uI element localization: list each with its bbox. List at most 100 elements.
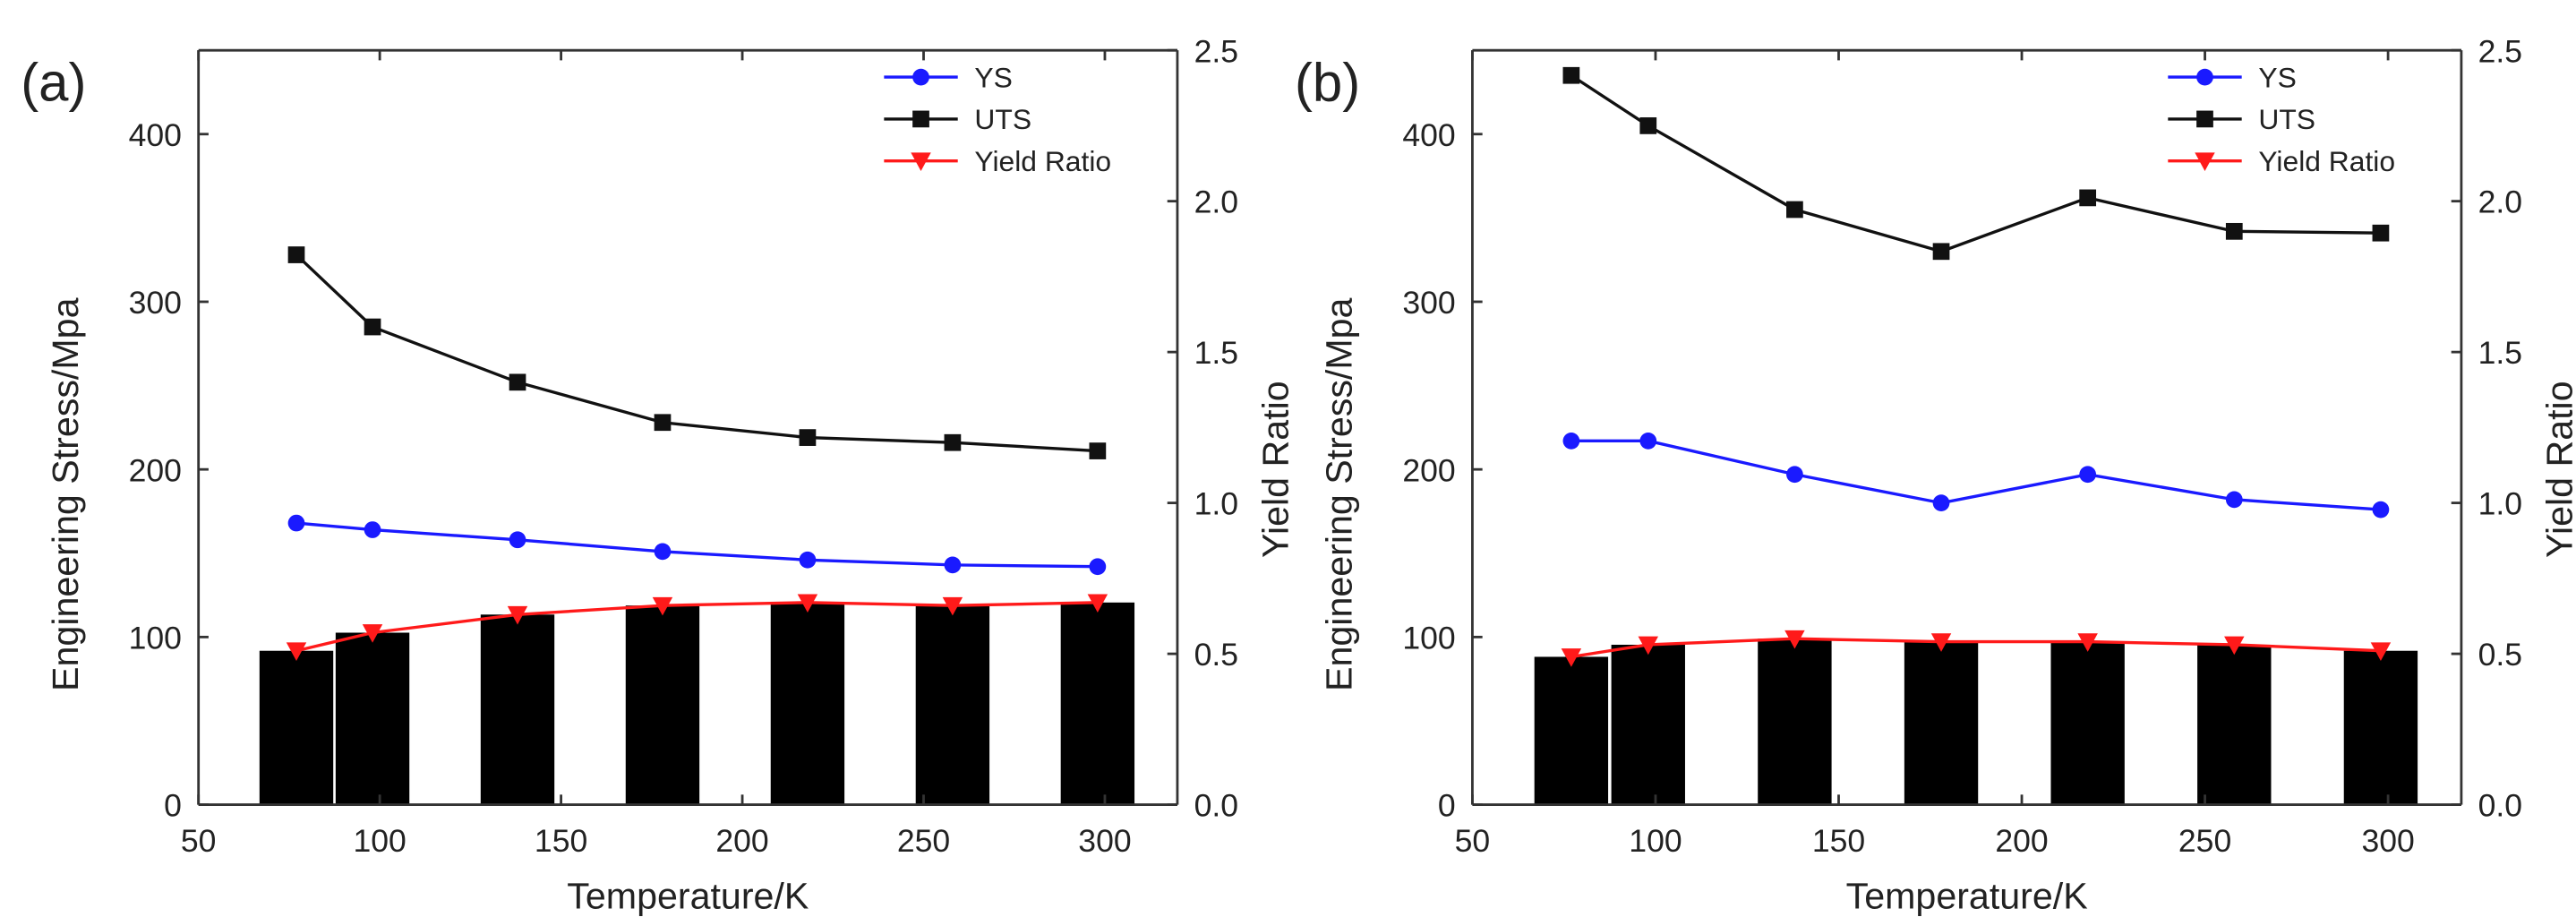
y2-tick-label: 2.0 [2478, 184, 2522, 220]
data-point-ys [1089, 558, 1107, 576]
legend-entry: UTS [2168, 103, 2315, 135]
y2-axis-title: Yield Ratio [1255, 381, 1297, 558]
legend-entry: Yield Ratio [2168, 145, 2395, 177]
data-point-yield-ratio [942, 596, 963, 616]
series-line-uts [295, 253, 1098, 453]
y-tick-label: 300 [1402, 285, 1455, 321]
data-point-uts [509, 373, 526, 391]
y-tick-label: 100 [1402, 620, 1455, 656]
y-tick-label: 400 [129, 117, 182, 153]
data-point-uts [287, 246, 305, 263]
x-tick-label: 50 [181, 823, 217, 859]
series-line-ys [295, 521, 1098, 569]
y-tick-label: 100 [129, 620, 182, 656]
legend-marker [911, 152, 931, 171]
y2-tick-label: 1.5 [2478, 335, 2522, 371]
data-point-uts [654, 414, 672, 432]
legend-marker [912, 110, 929, 128]
chart-panel-a: 50 100 150 200 250 300 0 100 200 300 400 0.0 0.5 1.0 1… [21, 33, 1296, 916]
data-point-yield-ratio [2077, 633, 2098, 652]
data-point-ys [2079, 466, 2097, 484]
legend-marker [912, 68, 929, 86]
y-tick-label: 200 [129, 452, 182, 488]
yield-ratio-bar [480, 614, 555, 805]
x-tick-label: 300 [2361, 823, 2414, 859]
y-tick-label: 400 [1402, 117, 1455, 153]
legend-label: Yield Ratio [974, 145, 1111, 177]
y2-tick-label: 2.0 [1194, 184, 1238, 220]
yield-ratio-bar [1611, 644, 1685, 805]
data-point-yield-ratio [1638, 636, 1659, 656]
data-point-uts [1639, 117, 1657, 134]
data-point-ys [287, 514, 305, 532]
legend-marker [2196, 110, 2213, 128]
y-axis-title: Engineering Stress/Mpa [1319, 297, 1360, 691]
x-axis-title: Temperature/K [567, 876, 809, 917]
y2-axis-title: Yield Ratio [2538, 381, 2576, 558]
y2-tick-label: 0.5 [2478, 637, 2522, 673]
legend-marker [2195, 152, 2215, 171]
data-point-yield-ratio [797, 594, 818, 613]
panel-label: (a) [21, 52, 86, 112]
series-line-ys [1570, 439, 2382, 511]
legend-entry: UTS [884, 103, 1031, 135]
data-point-uts [944, 433, 962, 451]
data-point-yield-ratio [652, 596, 673, 616]
yield-ratio-bar [335, 632, 410, 805]
y2-tick-label: 0.0 [1194, 788, 1238, 824]
x-tick-label: 100 [1629, 823, 1682, 859]
x-tick-label: 200 [1995, 823, 2048, 859]
y-axis-title: Engineering Stress/Mpa [45, 297, 86, 691]
data-point-ys [799, 551, 817, 569]
legend-entry: YS [884, 61, 1013, 93]
legend-label: Yield Ratio [2258, 145, 2395, 177]
data-point-uts [2079, 189, 2097, 207]
data-point-yield-ratio [507, 605, 528, 625]
y-tick-label: 0 [1438, 788, 1456, 824]
data-point-uts [799, 429, 817, 446]
y-tick-label: 300 [129, 285, 182, 321]
data-point-yield-ratio [1784, 630, 1805, 649]
legend-label: YS [2258, 61, 2296, 93]
x-tick-label: 50 [1455, 823, 1491, 859]
yield-ratio-bar [2050, 641, 2125, 805]
data-point-yield-ratio [1087, 594, 1108, 613]
yield-ratio-bar [625, 605, 700, 805]
legend-label: UTS [974, 103, 1031, 135]
panel-label: (b) [1295, 52, 1360, 112]
data-point-uts [2225, 222, 2243, 240]
legend-entry: YS [2168, 61, 2297, 93]
yield-ratio-bar [770, 602, 845, 805]
data-point-ys [1932, 494, 1950, 511]
y2-tick-label: 0.5 [1194, 637, 1238, 673]
yield-ratio-bar [915, 605, 990, 805]
data-point-ys [364, 521, 381, 538]
x-tick-label: 250 [897, 823, 950, 859]
data-point-yield-ratio [286, 642, 307, 661]
data-point-ys [654, 543, 672, 561]
legend-entry: Yield Ratio [884, 145, 1111, 177]
y2-tick-label: 0.0 [2478, 788, 2522, 824]
y-tick-label: 200 [1402, 452, 1455, 488]
data-point-uts [1089, 442, 1107, 459]
data-point-yield-ratio [1561, 648, 1582, 667]
y2-tick-label: 1.5 [1194, 335, 1238, 371]
data-point-ys [1562, 432, 1580, 450]
data-point-uts [1786, 201, 1803, 219]
x-tick-label: 150 [535, 823, 587, 859]
data-point-yield-ratio [362, 624, 383, 643]
data-point-ys [509, 531, 526, 549]
yield-ratio-bar [2343, 650, 2418, 805]
yield-ratio-bar [1904, 641, 1979, 805]
data-point-yield-ratio [2370, 642, 2392, 661]
y2-tick-label: 2.5 [1194, 33, 1238, 69]
yield-ratio-bar [1060, 602, 1135, 805]
data-point-ys [944, 556, 962, 574]
legend-marker [2196, 68, 2213, 86]
x-tick-label: 250 [2178, 823, 2231, 859]
data-point-ys [1639, 432, 1657, 450]
y-tick-label: 0 [164, 788, 182, 824]
data-point-yield-ratio [2224, 636, 2245, 656]
yield-ratio-bar [259, 650, 334, 805]
